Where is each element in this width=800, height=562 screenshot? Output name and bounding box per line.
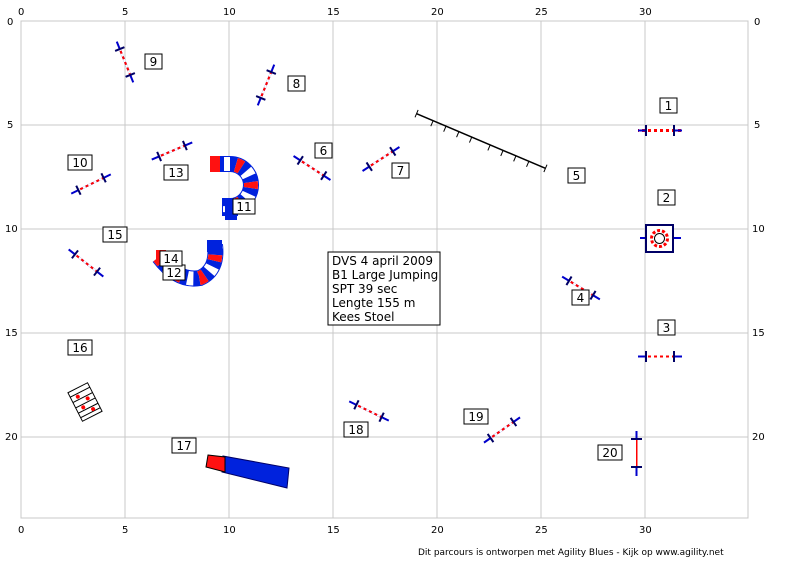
course-info-box: DVS 4 april 2009 B1 Large Jumping SPT 39… — [327, 251, 441, 326]
y-axis-left: 0 5 10 15 20 — [5, 17, 18, 443]
info-event: DVS 4 april 2009 — [332, 254, 433, 268]
number-label-16: 16 — [67, 339, 93, 356]
y-tick-15: 15 — [752, 328, 765, 339]
svg-text:16: 16 — [72, 341, 87, 355]
jump-20[interactable] — [631, 431, 642, 476]
number-label-9: 9 — [144, 53, 163, 70]
svg-text:6: 6 — [320, 144, 328, 158]
svg-text:4: 4 — [577, 291, 585, 305]
x-tick-15: 15 — [327, 7, 340, 18]
number-label-8: 8 — [287, 75, 306, 92]
jump-10[interactable] — [69, 170, 113, 198]
weave-16[interactable] — [67, 382, 103, 422]
number-label-20: 20 — [597, 444, 623, 461]
svg-text:17: 17 — [176, 439, 191, 453]
svg-text:20: 20 — [602, 446, 617, 460]
x-tick-5: 5 — [122, 7, 128, 18]
y-tick-0: 0 — [7, 17, 13, 28]
dogwalk-5[interactable] — [414, 109, 548, 174]
jump-7[interactable] — [360, 143, 402, 175]
jump-13[interactable] — [150, 138, 194, 164]
y-tick-20: 20 — [5, 432, 18, 443]
jump-6[interactable] — [291, 152, 333, 184]
x-axis-top: 0 5 10 15 20 25 30 — [18, 7, 652, 18]
svg-text:11: 11 — [236, 200, 251, 214]
svg-text:7: 7 — [397, 164, 405, 178]
number-label-5: 5 — [567, 167, 586, 184]
x-tick-10: 10 — [223, 525, 236, 536]
number-label-12: 12 — [162, 264, 186, 281]
x-tick-30: 30 — [639, 7, 652, 18]
info-judge: Kees Stoel — [332, 310, 394, 324]
x-tick-0: 0 — [18, 7, 24, 18]
svg-text:2: 2 — [663, 191, 671, 205]
y-tick-15: 15 — [5, 328, 18, 339]
svg-text:1: 1 — [665, 99, 673, 113]
y-tick-10: 10 — [752, 224, 765, 235]
y-tick-10: 10 — [5, 224, 18, 235]
number-label-4: 4 — [571, 289, 590, 306]
svg-text:12: 12 — [166, 266, 181, 280]
field-grid — [20, 20, 749, 519]
svg-text:3: 3 — [663, 321, 671, 335]
number-label-15: 15 — [102, 226, 128, 243]
number-label-14: 14 — [159, 250, 183, 267]
chute-17[interactable] — [205, 454, 290, 489]
y-axis-right: 0 5 10 15 20 — [752, 17, 765, 443]
svg-text:14: 14 — [163, 252, 178, 266]
info-spt: SPT 39 sec — [332, 282, 397, 296]
svg-text:13: 13 — [168, 166, 183, 180]
x-tick-5: 5 — [122, 525, 128, 536]
footer-credit: Dit parcours is ontworpen met Agility Bl… — [418, 548, 724, 558]
x-tick-20: 20 — [431, 7, 444, 18]
number-label-2: 2 — [657, 189, 676, 206]
y-tick-5: 5 — [7, 120, 13, 131]
info-length: Lengte 155 m — [332, 296, 415, 310]
svg-text:10: 10 — [72, 156, 87, 170]
x-axis-bottom: 0 5 10 15 20 25 30 — [18, 525, 652, 536]
number-label-19: 19 — [463, 408, 489, 425]
jump-3[interactable] — [638, 351, 682, 362]
jump-1[interactable] — [638, 125, 682, 136]
jump-18[interactable] — [347, 397, 391, 425]
svg-text:8: 8 — [293, 77, 301, 91]
y-tick-0: 0 — [754, 17, 760, 28]
number-label-18: 18 — [343, 421, 369, 438]
y-tick-20: 20 — [752, 432, 765, 443]
svg-text:5: 5 — [573, 169, 581, 183]
number-label-17: 17 — [171, 437, 197, 454]
x-tick-15: 15 — [327, 525, 340, 536]
info-class: B1 Large Jumping — [332, 268, 438, 282]
svg-text:19: 19 — [468, 410, 483, 424]
x-tick-30: 30 — [639, 525, 652, 536]
y-tick-5: 5 — [754, 120, 760, 131]
number-label-1: 1 — [659, 97, 678, 114]
x-tick-25: 25 — [535, 7, 548, 18]
x-tick-25: 25 — [535, 525, 548, 536]
x-tick-0: 0 — [18, 525, 24, 536]
svg-text:15: 15 — [107, 228, 122, 242]
x-tick-10: 10 — [223, 7, 236, 18]
svg-text:18: 18 — [348, 423, 363, 437]
number-label-6: 6 — [314, 142, 333, 159]
jump-9[interactable] — [112, 40, 138, 85]
svg-text:9: 9 — [150, 55, 158, 69]
jump-8[interactable] — [253, 63, 279, 108]
jump-19[interactable] — [481, 413, 523, 446]
number-label-7: 7 — [391, 162, 410, 179]
x-tick-20: 20 — [431, 525, 444, 536]
number-label-11: 11 — [232, 198, 256, 215]
number-label-10: 10 — [67, 154, 93, 171]
jump-15[interactable] — [66, 246, 107, 281]
tyre-2[interactable] — [640, 224, 681, 253]
number-label-3: 3 — [657, 319, 676, 336]
number-label-13: 13 — [163, 164, 189, 181]
